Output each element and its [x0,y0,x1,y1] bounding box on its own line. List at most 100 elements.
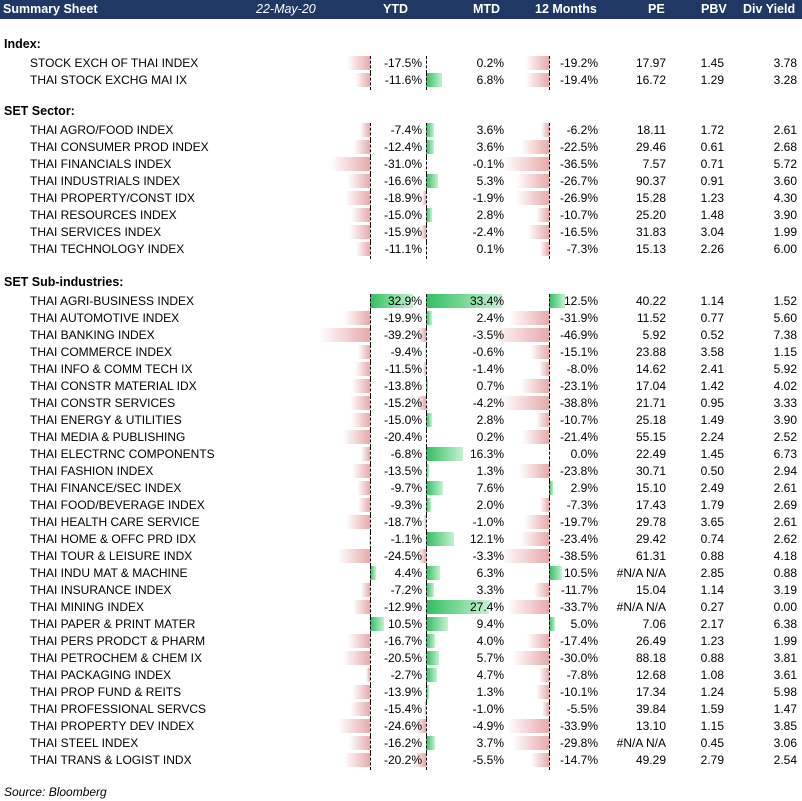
m12-axis-line [549,583,550,600]
m12-bar [549,617,556,631]
pbv-value: 1.23 [700,634,724,648]
pbv-value: 3.65 [700,515,724,529]
pe-value: 29.78 [635,515,666,529]
mtd-bar [414,719,426,733]
index-name: THAI TECHNOLOGY INDEX [30,242,185,256]
index-name: THAI FINANCIALS INDEX [30,157,172,171]
mtd-bar [418,549,426,563]
mtd-bar [426,140,435,154]
mtd-bar [424,345,426,359]
mtd-value: 2.8% [476,413,504,427]
mtd-axis-line [426,668,427,685]
mtd-axis-line [426,413,427,430]
m12-axis-line [549,481,550,498]
col-mtd: MTD [473,2,501,16]
mtd-value: 16.3% [469,447,504,461]
m12-bar [520,379,549,393]
div-yield-value: 5.92 [773,362,797,376]
m12-axis-line [549,617,550,634]
ytd-axis-line [370,753,371,770]
mtd-axis-line [426,549,427,566]
mtd-bar [416,396,426,410]
div-yield-value: 4.30 [773,191,797,205]
div-yield-value: 2.62 [773,532,797,546]
12-month-value: -26.7% [559,174,598,188]
m12-bar [500,549,549,563]
ytd-value: -12.4% [383,140,422,154]
pbv-value: 1.49 [700,413,724,427]
index-name: THAI AGRI-BUSINESS INDEX [30,294,195,308]
12-month-value: -8.0% [566,362,598,376]
pbv-value: 0.50 [700,464,724,478]
ytd-value: 4.4% [394,566,422,580]
ytd-value: -16.2% [383,736,422,750]
m12-axis-line [549,685,550,702]
pe-value: 61.31 [635,549,666,563]
col-ytd: YTD [383,2,408,16]
div-yield-value: 3.33 [773,396,797,410]
mtd-bar [426,736,435,750]
table-row: THAI PROPERTY DEV INDEX -24.6% -4.9% -33.9%… [0,717,802,736]
mtd-bar [423,515,426,529]
12-month-value: -31.9% [559,311,598,325]
m12-bar [549,294,565,308]
ytd-bar [329,157,370,171]
mtd-axis-line [426,532,427,549]
m12-axis-line [549,634,550,651]
index-name: THAI TRANS & LOGIST INDX [30,753,192,767]
mtd-bar [426,566,441,580]
ytd-bar [357,345,370,359]
m12-axis-line [549,447,550,464]
ytd-axis-line [370,430,371,447]
mtd-bar [426,447,464,461]
mtd-axis-line [426,328,427,345]
ytd-bar [357,481,370,495]
table-row: THAI PAPER & PRINT MATER 10.5% 9.4% 5.0% 7.0… [0,615,802,634]
ytd-value: -9.4% [390,345,422,359]
table-row: THAI MINING INDEX -12.9% 27.4% -33.7% #N/A N… [0,598,802,617]
m12-bar [506,600,549,614]
m12-bar [511,736,549,750]
ytd-axis-line [370,379,371,396]
div-yield-value: 6.73 [773,447,797,461]
12-month-value: -16.5% [559,225,598,239]
pbv-value: 0.27 [700,600,724,614]
pe-value: 30.71 [635,464,666,478]
pe-value: 17.43 [635,498,666,512]
index-name: THAI MINING INDEX [30,600,145,614]
div-yield-value: 2.61 [773,123,797,137]
ytd-bar [350,413,370,427]
table-row: THAI INDU MAT & MACHINE 4.4% 6.3% 10.5% #N/A… [0,564,802,583]
div-yield-value: 5.98 [773,685,797,699]
table-row: THAI PERS PRODCT & PHARM -16.7% 4.0% -17.4%… [0,632,802,651]
pe-value: 21.71 [635,396,666,410]
pbv-value: 1.15 [700,719,724,733]
12-month-value: -22.5% [559,140,598,154]
m12-axis-line [549,191,550,208]
col-12-months: 12 Months [535,2,597,16]
mtd-axis-line [426,208,427,225]
table-row: THAI PROP FUND & REITS -13.9% 1.3% -10.1% 17… [0,683,802,702]
mtd-axis-line [426,702,427,719]
table-row: THAI PROPERTY/CONST IDX -18.9% -1.9% -26.9%… [0,189,802,208]
pe-value: 15.28 [635,191,666,205]
mtd-axis-line [426,583,427,600]
col-pbv: PBV [701,2,727,16]
ytd-axis-line [370,242,371,259]
pe-value: 26.49 [635,634,666,648]
ytd-value: -18.7% [383,515,422,529]
m12-bar [536,685,549,699]
12-month-value: -46.9% [559,328,598,342]
ytd-bar [343,430,370,444]
m12-axis-line [549,566,550,583]
12-month-value: -23.8% [559,464,598,478]
m12-axis-line [549,464,550,481]
ytd-axis-line [370,634,371,651]
m12-axis-line [549,396,550,413]
div-yield-value: 3.90 [773,208,797,222]
mtd-axis-line [426,123,427,140]
div-yield-value: 1.47 [773,702,797,716]
12-month-value: -33.9% [559,719,598,733]
pbv-value: 1.24 [700,685,724,699]
ytd-bar [355,362,370,376]
